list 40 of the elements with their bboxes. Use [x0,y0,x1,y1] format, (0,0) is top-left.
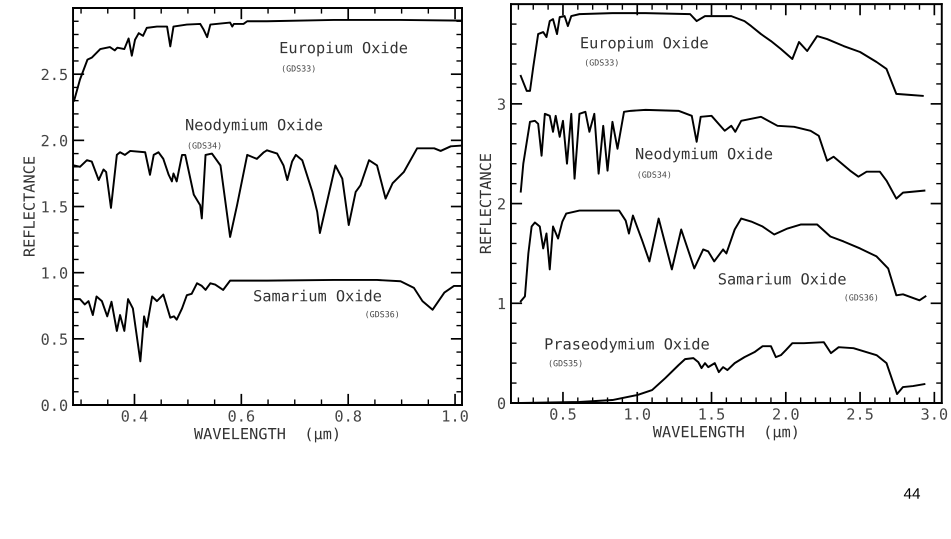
y-tick-label: 1 [498,298,506,310]
x-tick-label: 1.0 [443,410,468,422]
annotation: (GDS35) [550,360,582,368]
x-tick-label: 1.0 [625,408,650,420]
y-axis-title: REFLECTANCE [480,154,492,254]
y-tick-label: 2.0 [42,134,68,146]
x-tick-label: 0.5 [550,408,576,420]
y-tick-label: 2.5 [42,68,67,80]
y-tick-label: 2 [498,198,505,210]
annotation: (GDS36) [366,310,398,318]
x-tick-label: 2.5 [847,408,873,420]
x-tick-label: 0.8 [335,410,362,422]
series-label: Samarium Oxide [254,290,381,302]
annotation: (GDS34) [188,142,220,150]
annotation: (GDS34) [638,171,670,179]
x-axis-title: WAVELENGTH (μm) [652,426,797,440]
text: 44 [904,488,920,499]
series-label: Europium Oxide [280,42,408,56]
y-tick-label: 0 [498,398,506,410]
x-tick-label: 3.0 [922,408,948,420]
series-label: Samarium Oxide [718,272,846,285]
annotation: (GDS33) [586,59,618,67]
y-tick-label: 3 [498,98,505,110]
y-tick-label: 1.5 [42,201,67,213]
x-axis-title: WAVELENGTH (μm) [194,428,338,442]
x-tick-label: 1.5 [700,408,724,420]
series-label: Europium Oxide [581,36,708,52]
x-tick-label: 0.4 [122,410,148,422]
series-label: Neodymium Oxide [636,148,772,162]
series-label: Praseodymium Oxide [546,338,709,353]
y-tick-label: 0.0 [42,400,68,412]
line-series [520,108,926,200]
x-tick-label: 2.0 [773,408,799,420]
series-label: Neodymium Oxide [186,118,322,134]
y-axis-title: REFLECTANCE [23,156,35,256]
x-tick-label: 0.6 [228,410,254,422]
y-tick-label: 1.0 [42,267,68,279]
annotation: (GDS33) [282,65,315,73]
y-tick-label: 0.5 [42,333,67,345]
annotation: (GDS36) [845,294,878,302]
